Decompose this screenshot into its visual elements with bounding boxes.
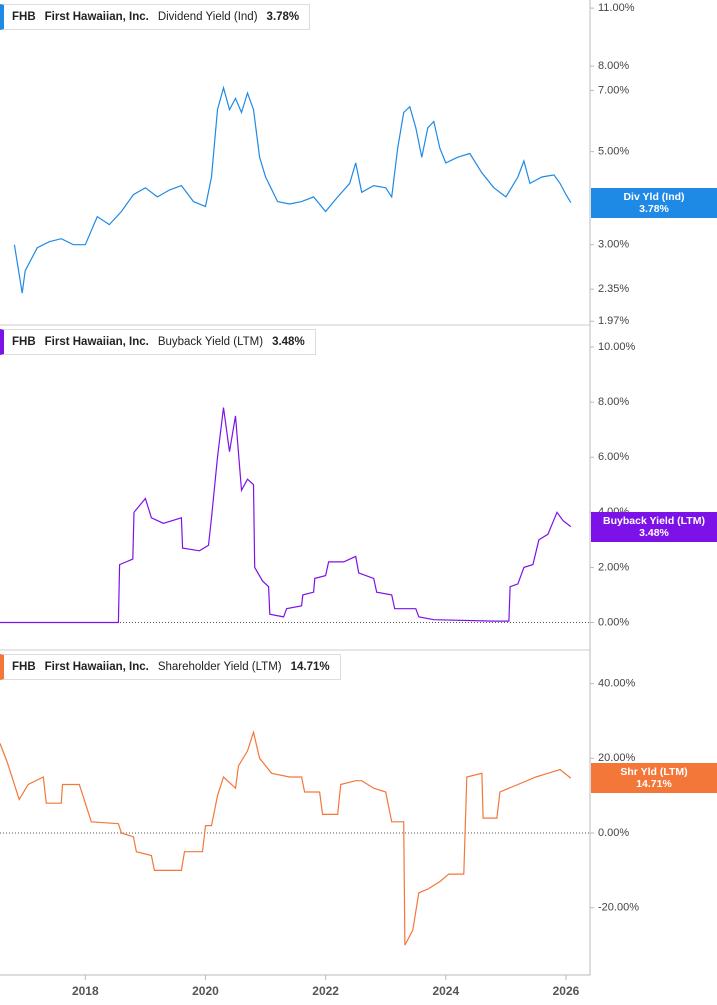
y-tick-label: 8.00% bbox=[598, 60, 629, 72]
company: First Hawaiian, Inc. bbox=[44, 661, 149, 673]
y-tick-label: 3.00% bbox=[598, 239, 629, 251]
legend-header: FHB First Hawaiian, Inc. Shareholder Yie… bbox=[0, 654, 341, 680]
legend-header: FHB First Hawaiian, Inc. Buyback Yield (… bbox=[0, 329, 316, 355]
x-tick-label: 2020 bbox=[192, 984, 219, 998]
x-tick-label: 2026 bbox=[553, 984, 580, 998]
last-value: 14.71% bbox=[290, 661, 330, 673]
x-tick-label: 2022 bbox=[312, 984, 339, 998]
y-tick-label: 20.00% bbox=[598, 752, 636, 764]
series-line bbox=[13, 85, 572, 294]
y-tick-label: 0.00% bbox=[598, 827, 629, 839]
legend-header: FHB First Hawaiian, Inc. Dividend Yield … bbox=[0, 4, 311, 30]
x-tick-label: 2024 bbox=[432, 984, 459, 998]
ticker: FHB bbox=[12, 11, 36, 23]
ticker: FHB bbox=[12, 661, 36, 673]
legend-entry: Dividend Yield (Ind) bbox=[157, 11, 258, 23]
legend-entry: Shareholder Yield (LTM) bbox=[157, 661, 282, 673]
x-tick-label: 2018 bbox=[72, 984, 99, 998]
y-tick-label: 6.00% bbox=[598, 451, 629, 463]
series-line bbox=[0, 407, 572, 624]
y-tick-label: 10.00% bbox=[598, 341, 636, 353]
company: First Hawaiian, Inc. bbox=[44, 11, 149, 23]
y-tick-label: 2.35% bbox=[598, 283, 629, 295]
last-value: 3.48% bbox=[272, 336, 305, 348]
y-tick-label: 7.00% bbox=[598, 84, 629, 96]
legend-entry: Buyback Yield (LTM) bbox=[157, 336, 264, 348]
y-tick-label: 11.00% bbox=[598, 2, 635, 14]
tag-name: Buyback Yield (LTM) bbox=[603, 514, 705, 527]
y-tick-label: 0.00% bbox=[598, 616, 629, 628]
y-tick-label: 40.00% bbox=[598, 678, 636, 690]
y-tick-label: 2.00% bbox=[598, 561, 629, 573]
tag-value: 3.48% bbox=[639, 526, 669, 539]
y-tick-label: 8.00% bbox=[598, 396, 629, 408]
ticker: FHB bbox=[12, 336, 36, 348]
tag-value: 14.71% bbox=[636, 778, 672, 791]
tag-name: Div Yld (Ind) bbox=[623, 190, 685, 203]
last-value: 3.78% bbox=[266, 11, 300, 23]
tag-name: Shr Yld (LTM) bbox=[620, 766, 688, 779]
company: First Hawaiian, Inc. bbox=[44, 336, 149, 348]
tag-value: 3.78% bbox=[639, 202, 669, 215]
series-line bbox=[0, 729, 572, 946]
last-value-tag: Buyback Yield (LTM) 3.48% bbox=[591, 511, 717, 542]
last-value-tag: Div Yld (Ind) 3.78% bbox=[591, 187, 717, 218]
y-tick-label: 1.97% bbox=[598, 315, 629, 327]
y-tick-label: -20.00% bbox=[598, 902, 639, 914]
last-value-tag: Shr Yld (LTM) 14.71% bbox=[591, 763, 717, 794]
y-tick-label: 5.00% bbox=[598, 146, 629, 158]
